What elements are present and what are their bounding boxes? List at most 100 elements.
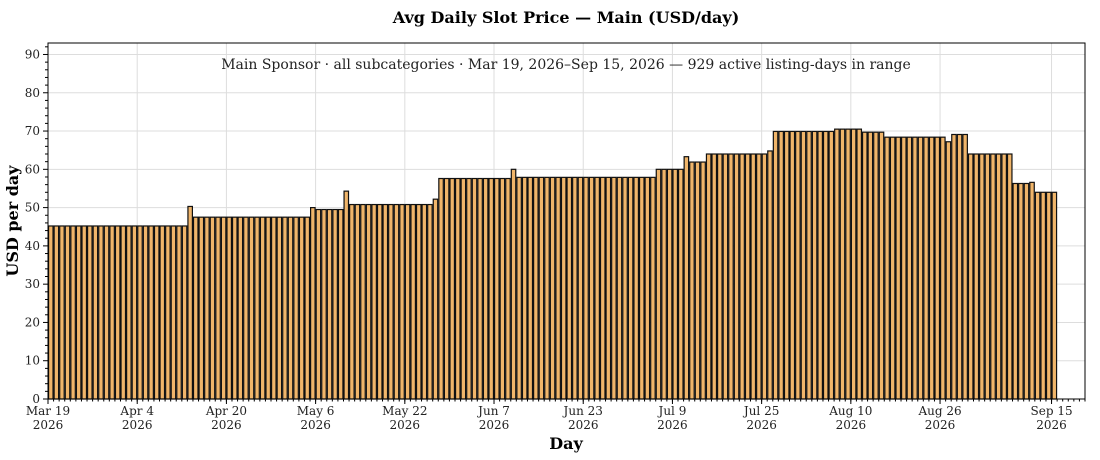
bar: [449, 177, 456, 400]
bar: [360, 203, 366, 400]
x-axis-label: Day: [549, 434, 583, 453]
x-tick-label: Jun 7: [476, 404, 510, 418]
bar: [1051, 191, 1058, 400]
x-tick-year-label: 2026: [1036, 418, 1067, 432]
bar: [689, 161, 695, 400]
bar: [415, 203, 422, 400]
bar: [700, 161, 706, 400]
bar: [644, 176, 651, 400]
bar: [822, 130, 829, 400]
x-tick-label: Apr 4: [119, 404, 154, 418]
bar: [153, 225, 160, 400]
bar: [86, 225, 93, 400]
bar: [460, 177, 467, 400]
bar: [722, 153, 729, 400]
bar: [677, 168, 684, 400]
bar: [298, 216, 305, 400]
bar: [421, 203, 428, 400]
bar: [861, 131, 868, 400]
y-tick-label: 60: [25, 162, 40, 176]
x-tick-year-label: 2026: [479, 418, 510, 432]
bar: [304, 216, 311, 400]
bar: [326, 208, 333, 400]
bar: [148, 225, 154, 400]
bar: [192, 216, 199, 400]
bar: [917, 136, 924, 400]
bar: [237, 216, 244, 400]
bar: [733, 153, 740, 400]
bar: [711, 153, 718, 400]
bar: [477, 177, 483, 400]
bar: [923, 136, 929, 400]
bar: [984, 153, 991, 400]
bar: [560, 176, 567, 400]
bar: [493, 177, 500, 400]
bar: [516, 176, 522, 400]
bar: [75, 225, 82, 400]
bar: [59, 225, 65, 400]
bar: [895, 136, 902, 400]
bar: [856, 128, 863, 400]
bar: [142, 225, 149, 400]
bar: [349, 203, 355, 400]
bar: [549, 176, 556, 400]
bar: [410, 203, 417, 400]
bar: [393, 203, 400, 400]
x-tick-year-label: 2026: [33, 418, 64, 432]
bar: [951, 133, 957, 400]
bar: [973, 153, 980, 400]
bar: [81, 225, 88, 400]
bar: [287, 216, 294, 400]
x-tick-label: May 22: [382, 404, 427, 418]
x-tick-year-label: 2026: [390, 418, 421, 432]
bar: [103, 225, 110, 400]
bar: [209, 216, 216, 400]
bar: [376, 203, 383, 400]
bar: [438, 177, 444, 400]
bar: [666, 168, 673, 400]
bar: [884, 136, 890, 400]
bar: [756, 153, 762, 400]
bar: [979, 153, 985, 400]
x-tick-label: Aug 26: [917, 404, 961, 418]
bar: [650, 176, 656, 400]
bar: [990, 153, 996, 400]
bar: [867, 131, 874, 400]
x-tick-label: Sep 15: [1031, 404, 1073, 418]
bar: [137, 225, 143, 400]
bar: [270, 216, 277, 400]
bar: [800, 130, 807, 400]
bar: [839, 128, 846, 400]
y-tick-label: 30: [25, 277, 40, 291]
chart-title: Avg Daily Slot Price — Main (USD/day): [392, 8, 740, 27]
x-tick-year-label: 2026: [657, 418, 688, 432]
bar: [544, 176, 550, 400]
bar: [98, 225, 104, 400]
bar: [365, 203, 372, 400]
x-tick-year-label: 2026: [211, 418, 242, 432]
x-tick-year-label: 2026: [836, 418, 867, 432]
bar: [1023, 182, 1030, 400]
bar: [176, 225, 182, 400]
bar: [109, 225, 115, 400]
bar: [845, 128, 851, 400]
bar: [404, 203, 411, 400]
bar: [1034, 191, 1041, 400]
bar: [181, 225, 188, 400]
bar: [655, 168, 662, 400]
y-tick-label: 50: [25, 201, 40, 215]
y-tick-label: 70: [25, 124, 40, 138]
bar: [382, 203, 389, 400]
bar: [482, 177, 489, 400]
bar: [198, 216, 205, 400]
y-tick-label: 10: [25, 354, 40, 368]
bar: [778, 130, 784, 400]
bar: [47, 225, 54, 400]
bar: [220, 216, 227, 400]
bar: [566, 176, 573, 400]
bar: [170, 225, 177, 400]
bar: [243, 216, 249, 400]
bar: [605, 176, 612, 400]
bar: [343, 190, 350, 400]
